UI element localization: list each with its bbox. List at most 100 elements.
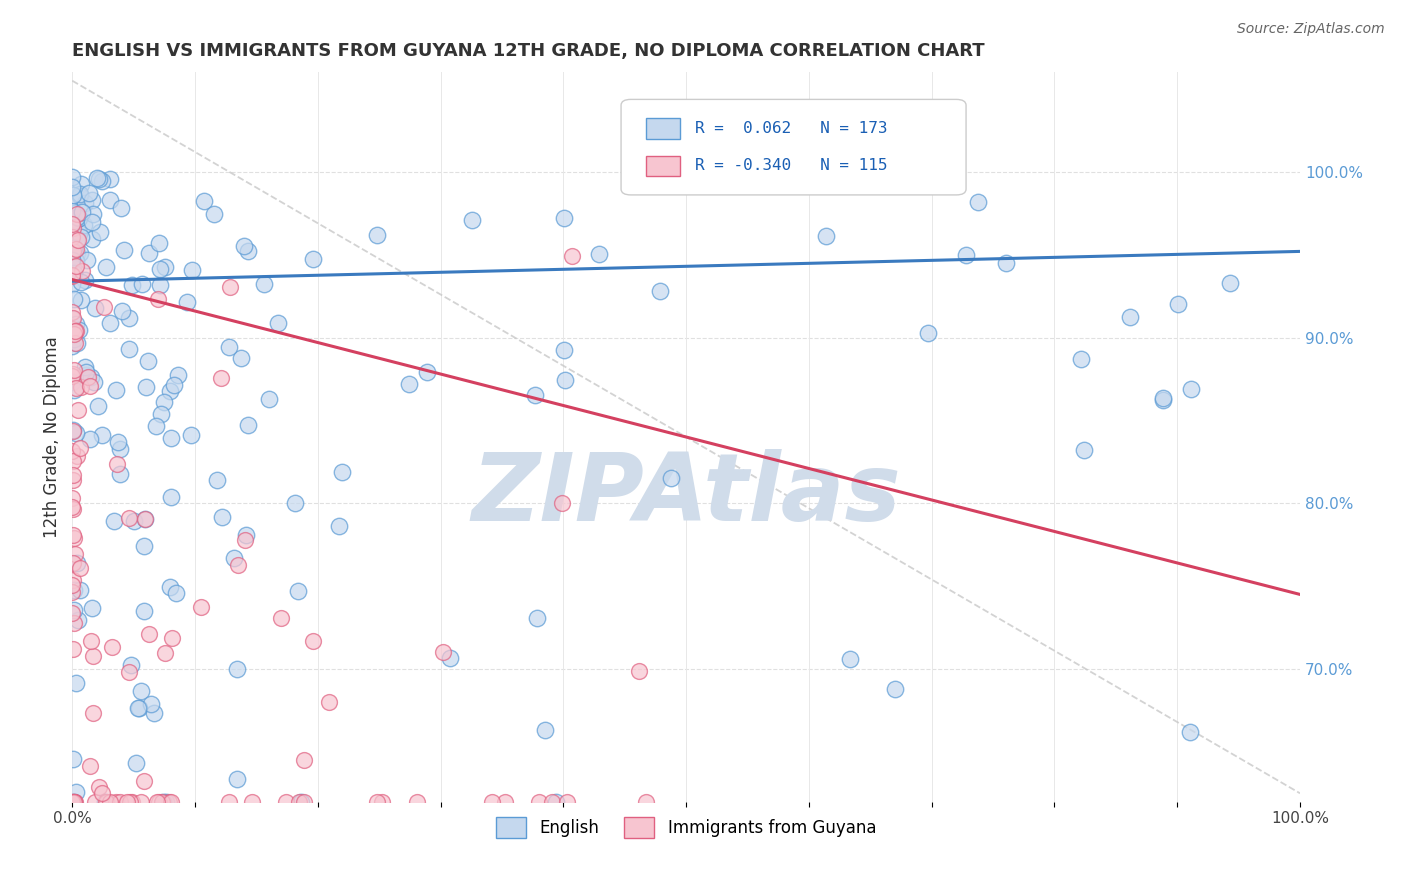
Point (160, 795, 183, 809)
Point (65, 784, 87, 798)
Point (62, 531, 84, 545)
Point (62, 326, 84, 341)
Point (79, 432, 101, 446)
Point (62, 368, 84, 383)
Point (62, 244, 84, 259)
Point (131, 277, 153, 291)
Point (94, 795, 117, 809)
Point (73, 272, 96, 286)
Point (135, 380, 157, 394)
Point (98, 795, 121, 809)
Point (838, 652, 860, 666)
Point (66, 403, 89, 417)
Point (62, 556, 84, 570)
Point (122, 514, 145, 528)
Point (75, 366, 97, 380)
Text: R = -0.340   N = 115: R = -0.340 N = 115 (695, 158, 887, 173)
Point (134, 774, 156, 789)
Point (218, 795, 240, 809)
Point (266, 316, 288, 330)
Point (60, 169, 83, 184)
Point (917, 326, 939, 341)
Point (1118, 310, 1140, 325)
Point (66, 449, 89, 463)
Point (588, 247, 610, 261)
Point (371, 795, 394, 809)
Point (62, 367, 84, 381)
Point (1070, 352, 1092, 367)
Point (60, 339, 83, 353)
Point (155, 795, 177, 809)
Point (1073, 442, 1095, 457)
Point (63, 206, 86, 220)
Point (176, 295, 198, 310)
Point (460, 213, 482, 227)
Point (218, 340, 240, 354)
Point (257, 392, 280, 406)
Point (65, 317, 87, 331)
Point (63, 547, 86, 561)
Point (159, 491, 181, 505)
Point (287, 584, 309, 599)
Point (553, 343, 575, 357)
Point (76, 369, 98, 384)
Point (526, 611, 548, 625)
Point (159, 580, 181, 594)
Point (60, 203, 83, 218)
Point (546, 795, 568, 809)
Point (60, 606, 83, 620)
Point (1180, 382, 1202, 396)
Point (134, 511, 156, 525)
Point (149, 277, 172, 292)
Point (207, 473, 229, 487)
Point (406, 795, 429, 809)
Point (995, 256, 1018, 270)
Point (226, 772, 249, 786)
Point (226, 558, 249, 572)
Point (105, 458, 128, 472)
Point (96, 260, 118, 275)
Text: ZIPAtlas: ZIPAtlas (471, 450, 901, 541)
Point (87, 400, 110, 414)
Point (132, 603, 155, 617)
Point (288, 795, 311, 809)
Point (150, 407, 173, 421)
Point (63, 795, 86, 809)
Point (62, 527, 84, 541)
Point (63, 603, 86, 617)
Point (120, 657, 142, 672)
Point (118, 511, 141, 525)
Point (80, 232, 103, 246)
Point (67, 211, 90, 226)
Point (527, 795, 550, 809)
Point (79, 370, 101, 384)
Point (62, 585, 84, 599)
Point (60, 578, 83, 592)
Point (65, 324, 87, 338)
Point (1167, 297, 1189, 311)
Point (62, 423, 84, 437)
Point (439, 650, 461, 665)
Point (650, 284, 672, 298)
Point (70, 263, 93, 277)
Point (60, 795, 83, 809)
Point (66, 336, 89, 351)
Point (219, 279, 242, 293)
Point (1152, 392, 1174, 407)
Point (211, 510, 233, 524)
Point (62, 501, 84, 516)
Point (222, 550, 245, 565)
Point (63, 241, 86, 255)
Point (330, 465, 353, 479)
Point (235, 528, 257, 542)
Point (60, 305, 83, 319)
Point (69, 245, 91, 260)
Point (165, 586, 187, 600)
FancyBboxPatch shape (645, 119, 681, 139)
Point (93, 300, 115, 314)
Point (115, 795, 138, 809)
Point (65, 260, 87, 274)
Point (290, 795, 312, 809)
Point (160, 431, 183, 445)
Point (152, 795, 174, 809)
